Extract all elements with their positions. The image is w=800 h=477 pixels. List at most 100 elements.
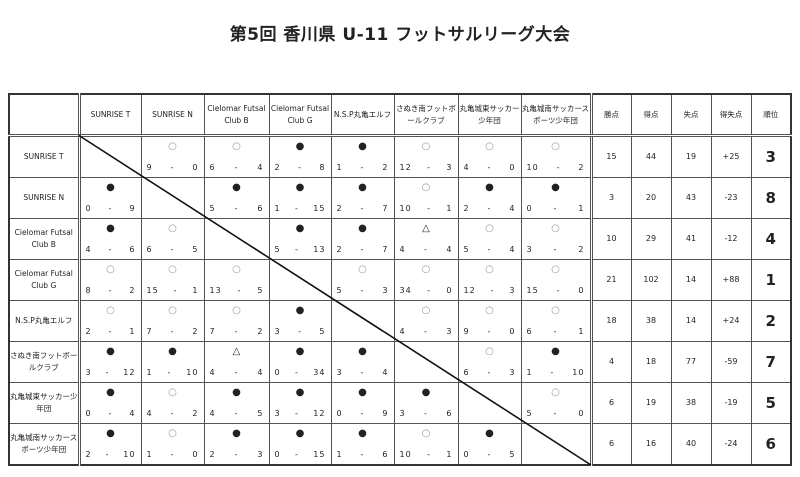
- score-separator: -: [295, 204, 299, 213]
- win-icon: ○: [485, 141, 494, 152]
- score: 34 - 0: [400, 285, 453, 297]
- goals-against: 1: [446, 204, 453, 213]
- goals-against: 3: [509, 368, 516, 377]
- self-match-cell: [78, 135, 142, 178]
- table-row: さぬき南フットボールクラブ ● 3-12 ● 1-10 △ 4-4 ● 0-34 ● 3-4 ○ 6-3…: [8, 341, 792, 383]
- goals-scored: 20: [630, 177, 672, 219]
- page-title: 第5回 香川県 U-11 フットサルリーグ大会: [229, 25, 571, 45]
- score: 6 - 4: [210, 162, 264, 174]
- goals-for: 0: [274, 450, 281, 459]
- win-icon: ○: [551, 264, 560, 275]
- rank: 3: [750, 135, 792, 178]
- match-result-cell: ○ 6 - 3: [457, 341, 522, 383]
- league-table-wrapper: SUNRISE T SUNRISE N Cielomar Futsal Club B…: [8, 93, 792, 466]
- score-separator: -: [170, 245, 175, 254]
- goals-for: 2: [336, 245, 343, 254]
- score-separator: -: [234, 409, 239, 418]
- goals-for: 4: [85, 245, 92, 254]
- score-separator: -: [427, 286, 431, 295]
- loss-icon: ●: [295, 428, 305, 439]
- score: 5 - 0: [527, 408, 585, 420]
- score: 3 - 5: [275, 326, 326, 338]
- score-separator: -: [295, 450, 299, 459]
- win-icon: ○: [106, 264, 115, 275]
- goals-against: 10: [572, 368, 585, 377]
- goals-for: 2: [336, 204, 343, 213]
- goals-for: 6: [526, 327, 533, 336]
- score-separator: -: [234, 368, 239, 377]
- self-match-cell: [140, 177, 205, 219]
- match-result-cell: ● 4 - 6: [78, 218, 142, 260]
- table-row: Cielomar Futsal Club B ● 4 - 6 ○ 6 - 5 ● 5 - 13 ● 2 - 7 △…: [8, 218, 792, 260]
- column-header-team: Cielomar Futsal Club G: [268, 93, 332, 137]
- column-header-team: SUNRISE N: [140, 93, 205, 137]
- goals-against: 0: [446, 286, 453, 295]
- goals-scored: 38: [630, 300, 672, 342]
- goals-against: 2: [257, 327, 264, 336]
- match-result-cell: ○ 10 - 1: [393, 177, 459, 219]
- match-result-cell: ○ 6 - 1: [520, 300, 592, 342]
- goals-for: 1: [146, 368, 153, 377]
- score: 5 - 4: [464, 244, 516, 256]
- corner-cell: [8, 93, 81, 137]
- loss-icon: ●: [168, 346, 177, 357]
- win-icon: ○: [168, 264, 177, 275]
- match-result-cell: ○ 12 - 3: [393, 135, 459, 178]
- points: 15: [589, 135, 632, 178]
- win-icon: ○: [485, 305, 494, 316]
- goals-for: 2: [209, 450, 216, 459]
- goals-against: 2: [129, 286, 136, 295]
- match-result-cell: ● 2 - 3: [203, 423, 270, 466]
- goals-for: 3: [336, 368, 343, 377]
- goals-scored: 102: [630, 259, 672, 301]
- score-separator: -: [170, 163, 175, 172]
- goals-against: 4: [509, 245, 516, 254]
- match-result-cell: ● 1 - 15: [268, 177, 332, 219]
- goals-scored: 29: [630, 218, 672, 260]
- match-result-cell: △ 4 - 4: [203, 341, 270, 383]
- score-separator: -: [295, 368, 299, 377]
- score: 5 - 13: [275, 244, 326, 256]
- goals-against: 2: [192, 409, 199, 418]
- goals-conceded: 14: [670, 259, 712, 301]
- goals-for: 0: [85, 204, 92, 213]
- score-separator: -: [360, 204, 365, 213]
- goal-difference: -12: [710, 218, 752, 260]
- column-header-team: Cielomar Futsal Club B: [203, 93, 270, 137]
- column-header-team: 丸亀城東サッカー少年団: [457, 93, 522, 137]
- score: 6 - 3: [464, 367, 516, 379]
- score: 3 - 6: [400, 408, 453, 420]
- match-result-cell: ○ 10 - 1: [393, 423, 459, 466]
- goal-difference: -19: [710, 382, 752, 424]
- score-separator: -: [295, 245, 299, 254]
- match-result-cell: ● 5 - 13: [268, 218, 332, 260]
- score-separator: -: [170, 409, 175, 418]
- goals-for: 4: [146, 409, 153, 418]
- goals-against: 13: [313, 245, 326, 254]
- goals-conceded: 14: [670, 300, 712, 342]
- win-icon: ○: [421, 264, 431, 275]
- score: 1 - 6: [337, 449, 389, 461]
- rank: 7: [750, 341, 792, 383]
- goals-for: 5: [274, 245, 281, 254]
- goals-conceded: 77: [670, 341, 712, 383]
- match-result-cell: ● 0 - 34: [268, 341, 332, 383]
- goals-against: 3: [257, 450, 264, 459]
- goals-against: 7: [382, 204, 389, 213]
- column-header-stat: 得失点: [710, 93, 752, 137]
- score: 3 - 4: [337, 367, 389, 379]
- goal-difference: +25: [710, 135, 752, 178]
- match-result-cell: ○ 4 - 2: [140, 382, 205, 424]
- loss-icon: ●: [232, 387, 241, 398]
- self-match-cell: [520, 423, 592, 466]
- goals-against: 7: [382, 245, 389, 254]
- score: 15 - 1: [147, 285, 199, 297]
- win-icon: ○: [421, 428, 431, 439]
- score-separator: -: [167, 368, 172, 377]
- goals-for: 2: [85, 450, 92, 459]
- row-team-name: さぬき南フットボールクラブ: [8, 341, 81, 383]
- goals-for: 5: [526, 409, 533, 418]
- score: 0 - 4: [86, 408, 136, 420]
- score: 4 - 2: [147, 408, 199, 420]
- goals-for: 4: [463, 163, 470, 172]
